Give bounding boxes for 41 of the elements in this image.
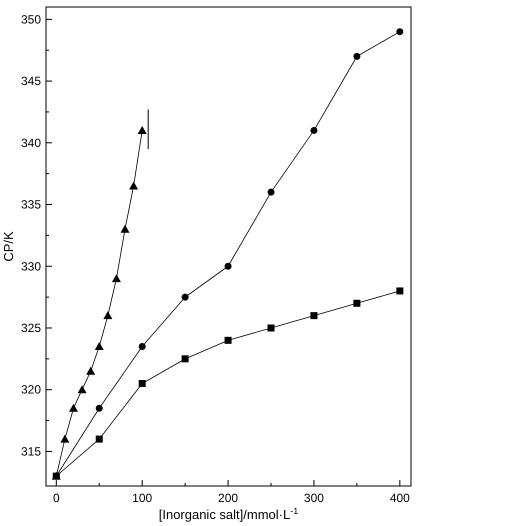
x-tick-label: 300 [304,491,324,505]
point [224,262,232,270]
y-tick-label: 340 [20,136,42,150]
point [138,126,147,134]
point [353,300,360,307]
point [120,224,130,233]
point [353,52,360,60]
point [396,28,404,36]
point [224,336,232,344]
point [86,366,96,375]
y-tick-label: 320 [20,382,42,397]
point [94,342,104,350]
point [129,182,138,190]
point [78,385,87,394]
y-tick-label: 330 [20,259,42,274]
point [182,355,189,362]
x-tick-label: 100 [132,491,153,505]
y-tick-label: 345 [20,74,42,88]
point [268,324,275,332]
y-tick-label: 315 [20,444,42,458]
point [96,436,103,443]
x-tick-label: 200 [218,491,238,505]
point [182,294,189,301]
y-tick-label: 325 [20,320,42,335]
x-tick-label: 0 [52,491,60,505]
point [103,311,112,320]
point [138,380,146,388]
point [138,342,146,350]
x-tick-label: 400 [390,491,410,505]
point [96,404,103,412]
y-tick-label: 335 [20,198,42,212]
y-tick-label: 350 [20,12,42,26]
point [310,126,318,134]
point [396,287,404,294]
x-axis-title: [Inorganic salt]/mmol·L$^{-1}$ [158,506,298,522]
point [68,404,78,412]
point [60,434,70,443]
point [112,274,121,282]
y-axis-title: CP/K [1,231,16,262]
point [268,188,275,196]
point [310,312,318,320]
